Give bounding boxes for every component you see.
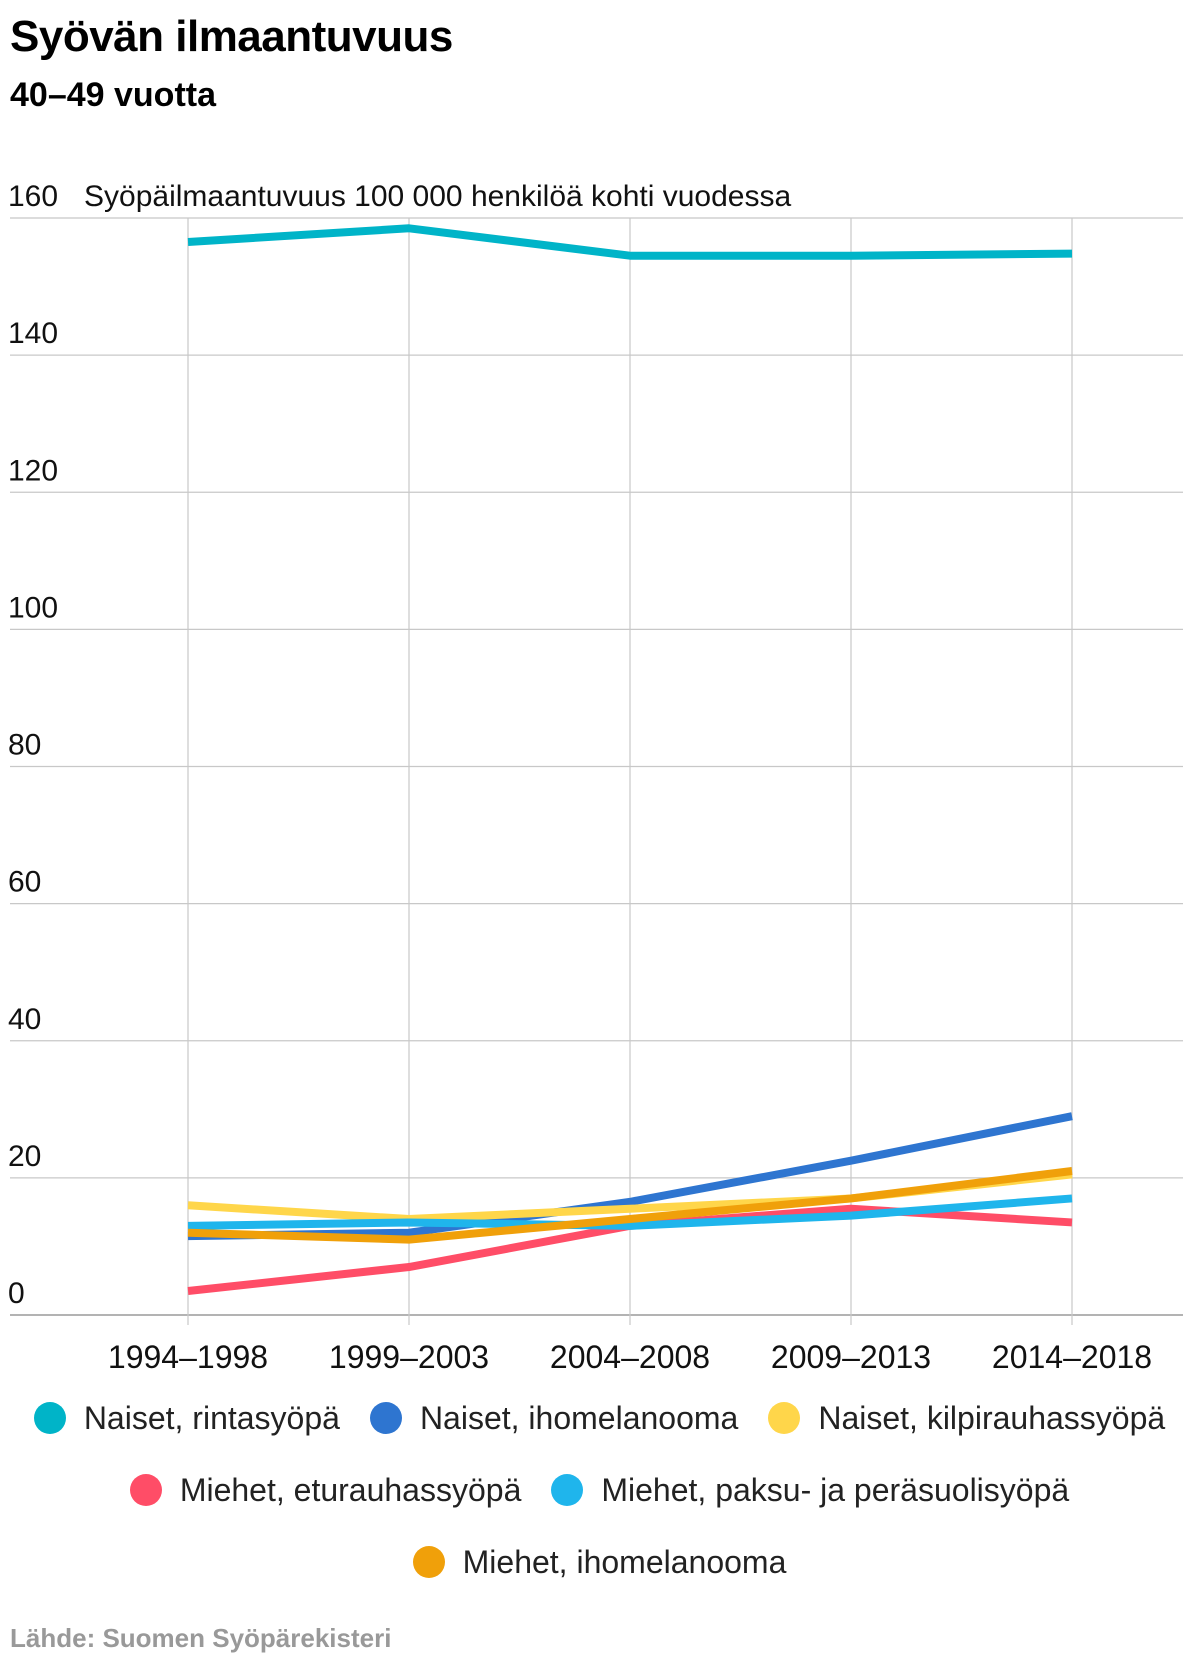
x-tick-label: 2004–2008 [550,1339,710,1375]
legend-dot-icon [33,1402,66,1434]
y-tick-label: 100 [8,591,58,624]
gridlines [10,217,1183,1325]
legend-label: Miehet, paksu- ja peräsuolisyöpä [601,1471,1070,1508]
series-line [187,224,1073,260]
legend-dot-icon [768,1402,801,1434]
series-line [187,1194,1073,1230]
legend-item-naiset-kilpirauhassyopa[interactable]: Naiset, kilpirauhassyöpä [768,1400,1165,1437]
x-tick-label: 2014–2018 [992,1339,1152,1375]
y-tick-label: 20 [8,1140,41,1173]
series-lines [187,224,1073,1295]
y-tick-label: 140 [8,317,58,350]
y-tick-label: 40 [8,1003,41,1036]
chart-title: Syövän ilmaantuvuus [10,12,453,61]
chart-subtitle: 40–49 vuotta [10,76,216,114]
legend-row: Miehet, ihomelanooma [0,1542,1199,1582]
legend-item-naiset-ihomelanooma[interactable]: Naiset, ihomelanooma [369,1399,739,1437]
source-note: Lähde: Suomen Syöpärekisteri [10,1623,392,1653]
legend-label: Naiset, kilpirauhassyöpä [818,1399,1166,1436]
y-axis-label: Syöpäilmaantuvuus 100 000 henkilöä kohti… [84,180,791,213]
legend-item-miehet-eturauhassyopa[interactable]: Miehet, eturauhassyöpä [129,1471,522,1509]
y-tick-label: 80 [8,729,41,762]
x-tick-label: 1994–1998 [108,1339,268,1375]
legend-item-naiset-rintasyopa[interactable]: Naiset, rintasyöpä [33,1399,340,1437]
y-tick-label: 60 [8,866,41,899]
series-line [187,1167,1073,1244]
y-tick-label: 160 [8,180,58,213]
legend-label: Naiset, ihomelanooma [419,1399,739,1436]
y-tick-label: 120 [8,454,58,487]
legend-row: Naiset, rintasyöpä Naiset, ihomelanooma … [0,1398,1199,1438]
y-tick-label: 0 [8,1277,25,1310]
legend-dot-icon [412,1546,445,1578]
legend-row: Miehet, eturauhassyöpä Miehet, paksu- ja… [0,1470,1199,1510]
legend-label: Miehet, ihomelanooma [462,1543,787,1580]
legend: Naiset, rintasyöpä Naiset, ihomelanooma … [0,1398,1199,1614]
legend-item-miehet-ihomelanooma[interactable]: Miehet, ihomelanooma [412,1543,787,1581]
x-tick-label: 1999–2003 [329,1339,489,1375]
legend-dot-icon [369,1402,402,1434]
legend-label: Naiset, rintasyöpä [83,1399,340,1436]
x-tick-label: 2009–2013 [771,1339,931,1375]
legend-item-miehet-paksusuolisyopa[interactable]: Miehet, paksu- ja peräsuolisyöpä [551,1472,1069,1509]
legend-dot-icon [551,1474,584,1506]
axis-text: 0 20 40 60 80 100 120 140 160 Syöpäilmaantuvuus 1… [8,180,1152,1375]
legend-dot-icon [129,1474,162,1506]
legend-label: Miehet, eturauhassyöpä [179,1471,522,1508]
